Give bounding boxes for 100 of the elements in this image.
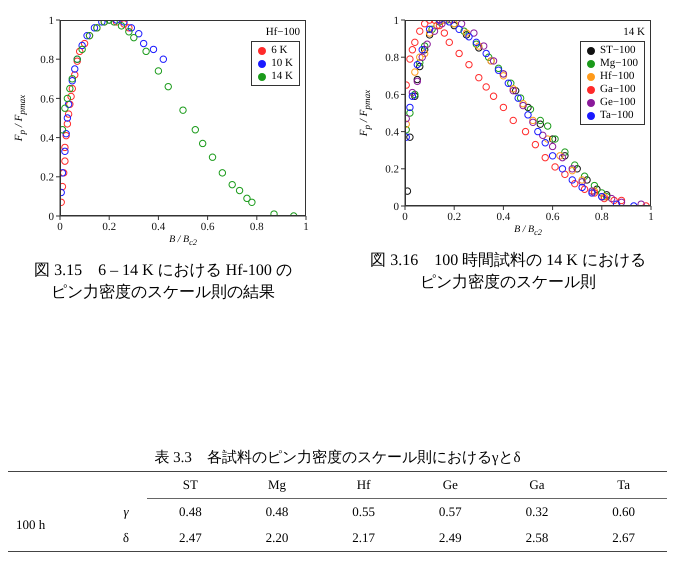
point <box>480 42 488 50</box>
point <box>416 27 424 35</box>
legend-label: 14 K <box>271 70 293 83</box>
y-tick-label: 1 <box>48 14 54 27</box>
point <box>590 182 598 190</box>
x-tick-label: 0.6 <box>546 210 560 223</box>
point <box>574 165 581 172</box>
point <box>270 210 278 216</box>
point <box>64 120 72 128</box>
legend-label: Hf−100 <box>600 70 634 83</box>
point <box>534 128 542 136</box>
text: δ <box>122 528 130 546</box>
data-label: 0.48 <box>178 502 203 521</box>
point <box>524 111 532 119</box>
point <box>608 194 616 202</box>
point <box>406 109 414 117</box>
point <box>64 110 72 118</box>
text: 表 3.3 各試料のピン力密度のスケール則におけるγとδ <box>153 448 522 467</box>
point <box>67 92 75 100</box>
y-tick-label: 0.2 <box>40 172 54 184</box>
text: 図 3.15 6 – 14 K における Hf-100 のピン力密度のスケール則の結果 <box>33 261 293 303</box>
point <box>510 116 517 124</box>
point <box>408 88 416 96</box>
point <box>551 163 559 171</box>
point <box>78 46 86 54</box>
point <box>218 169 226 177</box>
point <box>420 46 428 54</box>
legend-label: ST−100 <box>600 44 636 57</box>
point <box>60 182 66 190</box>
point <box>561 170 569 178</box>
point <box>118 22 126 30</box>
x-tick-label: 0.2 <box>447 210 462 223</box>
point <box>128 24 136 32</box>
point <box>500 104 508 112</box>
point <box>583 176 591 184</box>
x-tick-label: 0 <box>57 220 64 233</box>
category-label: ST <box>147 472 234 498</box>
point <box>536 120 544 128</box>
point <box>406 133 414 141</box>
point <box>408 92 416 100</box>
category-label: Ta <box>580 472 667 498</box>
point <box>580 186 588 193</box>
y-tick-label: 0.2 <box>385 164 399 176</box>
point <box>561 148 569 156</box>
point <box>426 26 434 33</box>
point <box>76 48 84 56</box>
point <box>420 42 428 50</box>
point <box>593 186 601 193</box>
point <box>83 32 91 40</box>
point <box>544 135 552 143</box>
point <box>516 94 524 102</box>
legend-label: Mg−100 <box>600 57 638 70</box>
y-tick-label: 0.6 <box>385 89 400 102</box>
data-label: 0.48 <box>264 502 290 521</box>
point <box>248 198 256 206</box>
x-tick-label: 1 <box>303 220 309 233</box>
point <box>64 94 72 102</box>
point <box>507 80 514 87</box>
point <box>637 200 645 206</box>
point <box>420 20 428 28</box>
point <box>236 186 244 194</box>
point <box>482 50 490 58</box>
data-label: 2.20 <box>264 528 290 546</box>
point <box>558 154 566 162</box>
text: 図 3.16 100 時間試料の 14 K におけるピン力密度のスケール則 <box>369 250 647 293</box>
point <box>556 152 564 160</box>
y-tick-label: 0.4 <box>385 126 400 139</box>
legend-title: 14 K <box>622 26 645 38</box>
point <box>61 104 69 112</box>
y-tick-label: 0.6 <box>40 93 54 106</box>
point <box>561 152 569 160</box>
legend-title: Hf−100 <box>264 26 300 38</box>
point <box>542 139 549 146</box>
x-tick-label: 0.8 <box>250 220 264 233</box>
legend-label: 6 K <box>271 44 288 57</box>
x-tick-label: 0.4 <box>152 220 166 233</box>
point <box>571 180 578 188</box>
point <box>612 200 620 206</box>
point <box>405 187 412 195</box>
x-axis-title: B / B$_{c2}$ <box>513 224 543 237</box>
point <box>551 135 559 143</box>
point <box>522 128 530 136</box>
point <box>430 27 438 35</box>
point <box>192 126 199 134</box>
point <box>460 27 468 35</box>
data-label: 0.60 <box>611 502 636 521</box>
category-label: Hf <box>320 472 407 498</box>
point <box>142 48 150 56</box>
point <box>558 165 566 172</box>
point <box>198 140 206 148</box>
category-label: Ge <box>406 472 494 498</box>
point <box>110 20 118 26</box>
point <box>98 20 106 26</box>
point <box>68 84 76 92</box>
point <box>150 46 158 54</box>
category-label: Mg <box>234 472 320 498</box>
point <box>80 40 88 48</box>
x-tick-label: 0.4 <box>496 210 511 223</box>
point <box>243 194 251 202</box>
point <box>428 26 436 33</box>
